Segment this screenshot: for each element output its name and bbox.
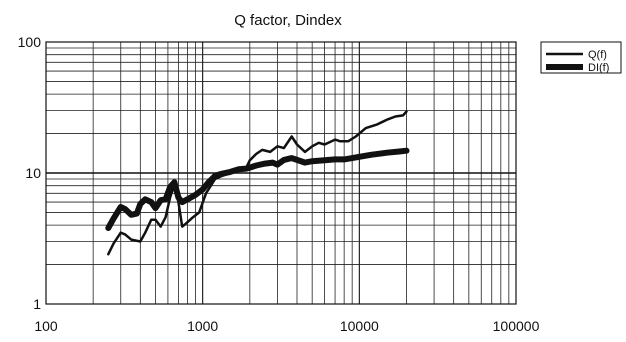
legend: Q(f) DI(f) <box>540 41 622 74</box>
y-tick-label: 100 <box>18 34 42 50</box>
y-tick-label: 1 <box>33 296 41 312</box>
legend-label-q: Q(f) <box>588 49 607 61</box>
x-tick-label: 10000 <box>340 318 379 334</box>
plot-frame <box>45 41 517 305</box>
x-tick-label: 100000 <box>493 318 540 334</box>
x-tick-label: 100 <box>34 318 58 334</box>
series-layer <box>105 110 410 256</box>
y-tick-label: 10 <box>25 165 41 181</box>
series-line-q <box>107 110 408 256</box>
tick-label-layer: 100 1000 10000 100000 1 10 100 <box>18 34 540 334</box>
chart-title: Q factor, Dindex <box>234 12 342 29</box>
legend-label-di: DI(f) <box>588 62 609 74</box>
x-tick-label: 1000 <box>187 318 218 334</box>
grid-layer <box>46 42 516 304</box>
series-line-di <box>105 147 410 231</box>
